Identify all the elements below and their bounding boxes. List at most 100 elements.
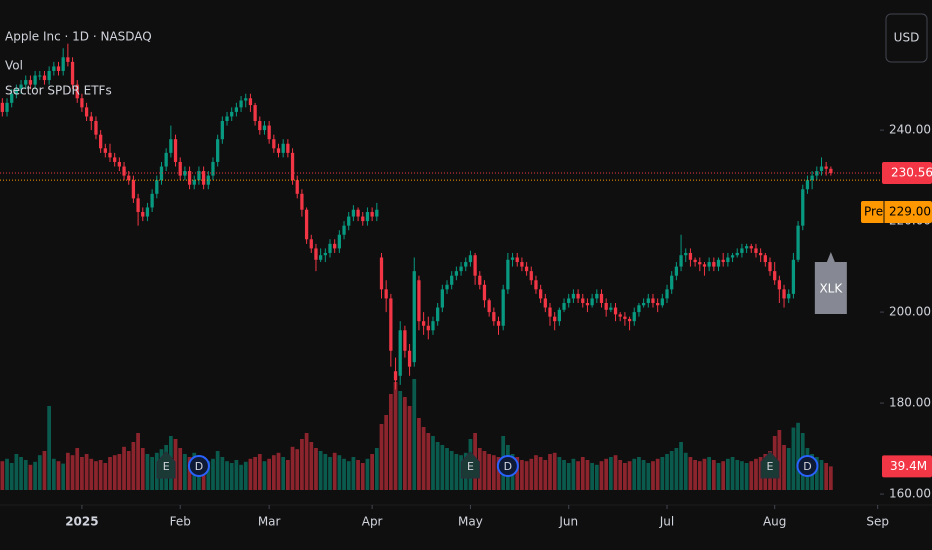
candle-body (314, 248, 318, 260)
candle-body (604, 302, 608, 310)
candle-body (122, 166, 126, 176)
volume-bar (440, 445, 445, 490)
volume-bar (669, 451, 674, 490)
candle-body (571, 293, 576, 299)
candle-body (562, 302, 566, 310)
candle-body (482, 284, 487, 301)
last-price-box (882, 162, 932, 185)
volume-bar (632, 458, 637, 490)
candle-body (707, 262, 711, 267)
x-tick-label: Feb (170, 515, 191, 529)
currency-button[interactable] (885, 13, 928, 63)
volume-bar (529, 458, 534, 490)
candle-body (791, 259, 796, 294)
candle-body (84, 107, 89, 117)
candle-body (716, 259, 721, 267)
volume-bar (393, 382, 398, 490)
volume-bar (403, 397, 407, 490)
candle-body (169, 139, 173, 153)
volume-bar (178, 448, 183, 490)
candle-body (328, 243, 332, 253)
volume-bar (103, 463, 108, 490)
candle-body (585, 302, 590, 306)
event-label: D (504, 460, 512, 473)
volume-bar (571, 458, 576, 490)
candle-body (28, 80, 33, 85)
volume-bar (520, 460, 524, 490)
volume-bar (374, 448, 379, 490)
volume-bar (697, 461, 702, 490)
candle-body (440, 289, 444, 308)
candle-body (450, 275, 454, 285)
candle-body (94, 121, 98, 135)
volume-bar (688, 457, 693, 490)
volume-bar (337, 455, 342, 490)
volume-bar (136, 433, 140, 490)
volume-bar (225, 461, 229, 490)
candle-body (24, 80, 28, 85)
volume-bar (538, 457, 543, 490)
volume-bar (379, 424, 384, 490)
volume-bar (590, 463, 594, 490)
candle-body (244, 98, 248, 101)
candle-body (52, 66, 56, 71)
candle-body (567, 298, 571, 303)
grid (0, 129, 932, 509)
volume-bar (426, 433, 431, 490)
candle-body (211, 161, 215, 176)
x-tick-label: Jul (659, 515, 674, 529)
candle-body (80, 98, 84, 108)
x-tick-label: Jun (558, 515, 578, 529)
candle-body (19, 84, 23, 90)
volume-bar (637, 457, 641, 490)
volume-label: 39.4M (890, 459, 927, 473)
candle-body (300, 193, 304, 210)
volume-bar (117, 454, 122, 490)
candle-body (38, 75, 42, 77)
volume-bar (145, 454, 150, 490)
candle-body (754, 248, 758, 253)
volume-bar (824, 463, 829, 490)
candle-body (253, 105, 257, 122)
candle-body (108, 152, 112, 158)
volume-bar (248, 458, 253, 490)
x-tick-label: 2025 (65, 515, 98, 529)
volume-bar (566, 463, 571, 490)
volume-bar (548, 454, 552, 490)
candle-body (230, 111, 234, 117)
event-label: D (803, 460, 811, 473)
volume-bar (562, 460, 566, 490)
volume-bar (740, 461, 744, 490)
candle-body (248, 98, 253, 106)
volume-bar (112, 455, 117, 490)
volume-bar (585, 460, 590, 490)
candle-body (744, 246, 749, 249)
currency[interactable]: USD (894, 31, 920, 45)
candle-body (759, 252, 763, 256)
candle-body (679, 255, 683, 267)
volume-bar (515, 457, 520, 490)
volume-bar (651, 461, 655, 490)
volume-bar (346, 461, 351, 490)
candle-body (473, 255, 477, 276)
volume-bar (47, 406, 52, 490)
candle-body (347, 216, 351, 226)
candle-body (192, 180, 196, 185)
candle-body (276, 148, 281, 153)
volume-bar (365, 458, 370, 490)
volume-bar (786, 448, 791, 490)
volume-bar (342, 458, 346, 490)
volume-bar (655, 458, 660, 490)
volume-bar (286, 460, 290, 490)
event-label: E (163, 460, 170, 473)
candle-body (632, 312, 636, 322)
dividend-marker (796, 455, 819, 477)
candle-body (684, 252, 688, 256)
volume-bar (608, 457, 613, 490)
candle-body (33, 75, 37, 85)
volume-bar (552, 452, 557, 490)
candle-body (520, 262, 524, 267)
candle-body (267, 125, 271, 140)
volume-bar (318, 451, 323, 490)
